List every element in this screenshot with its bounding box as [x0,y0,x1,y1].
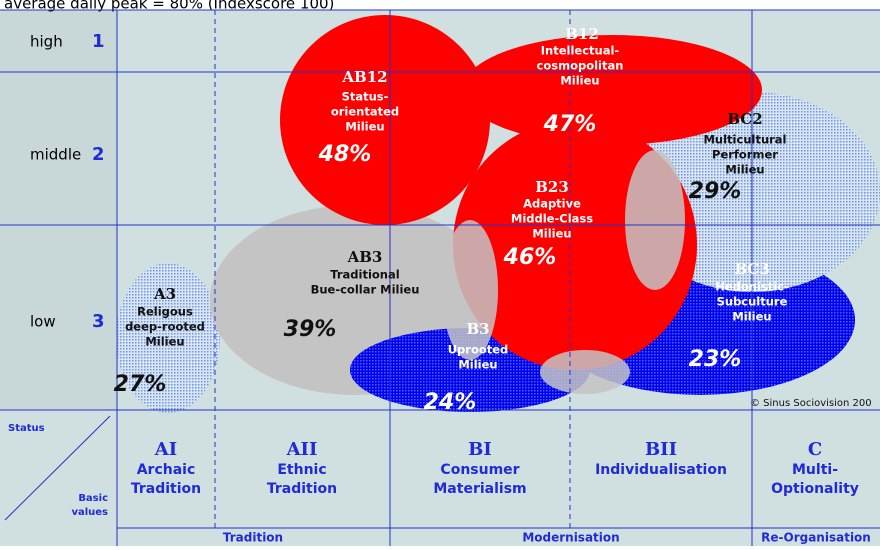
column-code: C [808,439,822,460]
row-header-bg [0,10,117,410]
row-label: middle [30,146,81,164]
overlap [625,150,685,290]
milieu-code: AB3 [347,248,383,266]
row-number: 2 [92,144,105,165]
milieu-percent: 46% [503,245,557,270]
group-label: Tradition [223,531,283,545]
column-code: AII [286,439,318,460]
copyright: © Sinus Sociovision 200 [750,398,872,409]
row-label: high [30,33,63,51]
overlap [540,350,630,394]
row-number: 3 [92,311,105,332]
group-label: Re-Organisation [761,531,871,545]
milieu-name: Subculture [717,295,788,309]
milieu-percent: 23% [689,347,742,372]
grid [0,9,880,546]
milieu-percent: 29% [689,179,742,204]
milieu-name: Performer [712,148,778,162]
column-name: Ethnic [277,462,326,478]
column-name: Multi- [792,462,838,478]
milieu-code: B12 [565,25,599,43]
column-name: Individualisation [595,462,727,478]
column-code: AI [154,439,177,460]
milieu-name: Religous [137,305,193,319]
corner-basic-values: Basic [78,493,108,504]
corner-diagonal [4,415,111,521]
milieu-name: Middle-Class [511,212,593,226]
column-name: Archaic [137,462,196,478]
column-code: BI [468,439,492,460]
milieu-name: Milieu [725,163,764,177]
milieu-name: Multicultural [703,133,786,147]
milieu-name: orientated [331,105,399,119]
milieu-name: Traditional [330,268,399,282]
milieu-shapes [116,15,880,413]
milieu-name: Milieu [732,310,771,324]
milieu-name: deep-rooted [125,320,205,334]
milieu-area [280,15,490,225]
milieu-code: A3 [153,285,176,303]
milieu-code: B3 [466,320,489,338]
milieu-name: Intellectual- [541,44,620,58]
milieu-name: Milieu [145,335,184,349]
column-name: Tradition [131,481,201,497]
corner-basic-values: values [71,507,108,518]
milieu-name: Status- [342,90,389,104]
milieu-code: AB12 [341,68,387,86]
milieu-percent: 47% [543,112,597,137]
column-name: Optionality [771,481,859,497]
group-label: Modernisation [522,531,619,545]
milieu-percent: 48% [318,142,372,167]
milieu-name: Milieu [560,74,599,88]
milieu-area [116,263,220,413]
milieu-percent: 27% [114,372,167,397]
milieu-code: BC3 [734,260,769,278]
milieu-name: Milieu [458,358,497,372]
column-code: BII [645,439,677,460]
row-number: 1 [92,31,105,52]
column-name: Consumer [440,462,519,478]
milieu-percent: 24% [424,390,477,415]
milieu-name: cosmopolitan [537,59,624,73]
labels: high 1 middle 2 low 3 Status Basic values AI Archa… [8,25,872,545]
overlap [442,220,498,360]
milieu-name: Hedonistic- [715,280,789,294]
row-label: low [30,313,56,331]
milieu-code: B23 [535,178,569,196]
title: average daily peak = 80% (Indexscore 100… [4,0,334,13]
milieu-name: Milieu [532,227,571,241]
column-name: Materialism [433,481,526,497]
column-name: Tradition [267,481,337,497]
milieu-area [462,35,762,145]
milieu-name: Bue-collar Milieu [311,283,420,297]
milieu-name: Uprooted [448,343,509,357]
milieu-code: BC2 [727,110,762,128]
milieu-name: Adaptive [523,197,581,211]
milieu-percent: 39% [284,317,337,342]
milieu-name: Milieu [345,120,384,134]
corner-status: Status [8,423,45,434]
